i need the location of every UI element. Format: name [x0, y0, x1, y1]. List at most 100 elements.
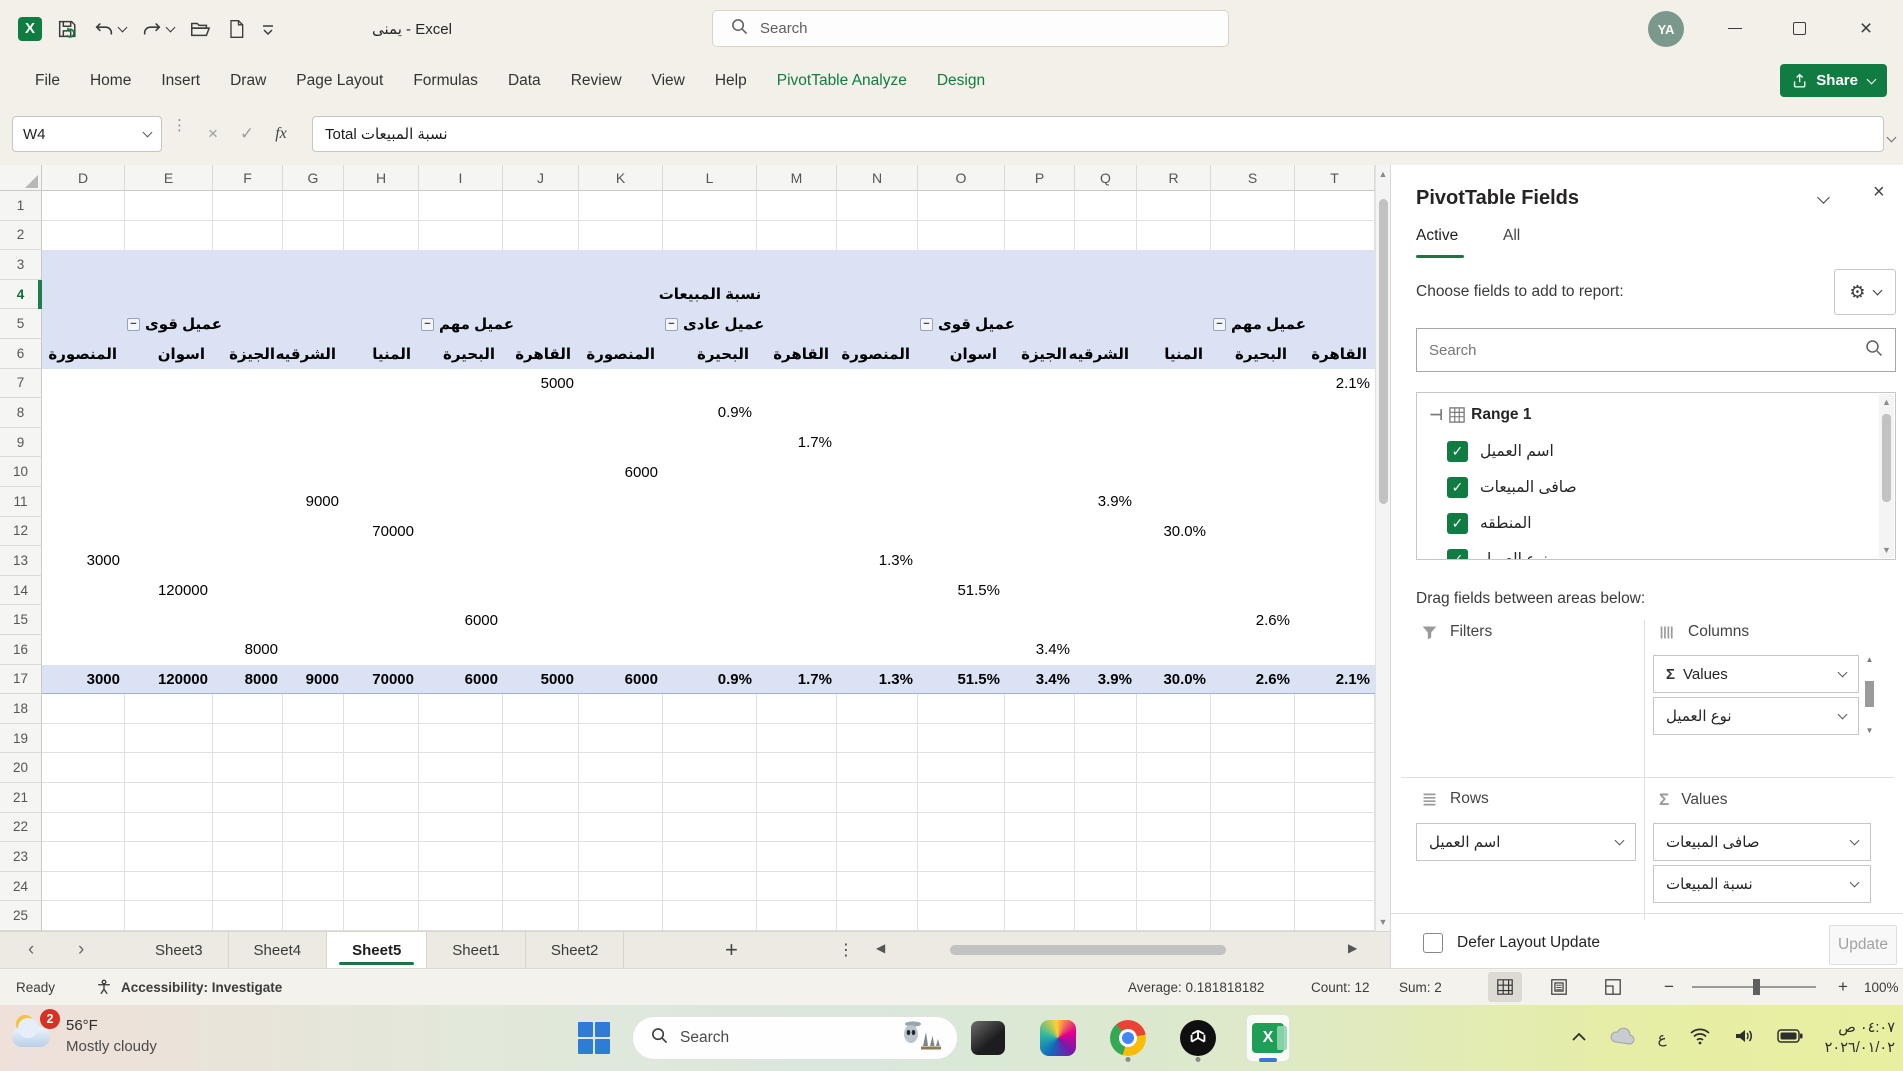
tab-active[interactable]: Active	[1416, 227, 1459, 244]
column-header-F[interactable]: F	[213, 165, 283, 191]
sheet-tab-sheet4[interactable]: Sheet4	[229, 932, 328, 968]
cancel-formula-button[interactable]: ×	[208, 124, 218, 143]
taskbar-app-excel[interactable]: X	[1246, 1013, 1290, 1063]
row-header-23[interactable]: 23	[0, 842, 42, 872]
sheet-tab-sheet1[interactable]: Sheet1	[427, 932, 526, 968]
ribbon-tab-home[interactable]: Home	[89, 71, 132, 89]
cell-M9[interactable]: 1.7%	[797, 434, 832, 452]
pill-dropdown-icon[interactable]	[1614, 835, 1625, 846]
select-all-corner[interactable]	[0, 165, 42, 191]
open-file-icon[interactable]	[188, 18, 212, 40]
avatar[interactable]: YA	[1648, 11, 1684, 47]
ribbon-tab-review[interactable]: Review	[570, 71, 622, 89]
column-header-O[interactable]: O	[918, 165, 1005, 191]
row-header-10[interactable]: 10	[0, 457, 42, 487]
cell-J7[interactable]: 5000	[540, 374, 574, 392]
field-checkbox[interactable]: ✓	[1447, 440, 1468, 462]
hscroll-left-icon[interactable]: ◀	[876, 941, 886, 955]
save-icon[interactable]	[56, 18, 78, 40]
column-header-P[interactable]: P	[1005, 165, 1075, 191]
page-layout-view-button[interactable]	[1542, 972, 1576, 1002]
region-header-T6[interactable]: القاهرة	[1311, 345, 1367, 363]
formula-input[interactable]: Total نسبة المبيعات	[312, 116, 1884, 152]
row-header-9[interactable]: 9	[0, 427, 42, 458]
field-list-scroll-thumb[interactable]	[1882, 414, 1891, 502]
column-header-Q[interactable]: Q	[1075, 165, 1137, 191]
region-header-E6[interactable]: اسوان	[157, 345, 205, 363]
ribbon-tab-draw[interactable]: Draw	[230, 71, 267, 89]
status-average[interactable]: Average: 0.181818182	[1128, 979, 1265, 995]
vertical-scroll-thumb[interactable]	[1379, 199, 1388, 504]
page-break-view-button[interactable]	[1596, 972, 1630, 1002]
column-header-D[interactable]: D	[42, 165, 125, 191]
scroll-up-icon[interactable]: ▲	[1378, 169, 1388, 179]
total-cell-Q17[interactable]: 3.9%	[1097, 670, 1132, 688]
zoom-in-button[interactable]: +	[1838, 977, 1848, 996]
taskbar-app-copilot[interactable]	[1036, 1013, 1080, 1063]
field-list-scroll-down-icon[interactable]: ▼	[1882, 545, 1891, 555]
row-header-12[interactable]: 12	[0, 516, 42, 547]
row-header-6[interactable]: 6	[0, 339, 42, 369]
row-header-14[interactable]: 14	[0, 575, 42, 606]
fields-search-input[interactable]: Search	[1416, 328, 1896, 372]
name-box[interactable]: W4	[12, 116, 162, 152]
field-checkbox[interactable]: ✓	[1447, 548, 1468, 559]
ribbon-tab-page-layout[interactable]: Page Layout	[296, 71, 384, 89]
redo-button[interactable]	[140, 18, 176, 40]
collapse-button[interactable]: −	[1213, 317, 1226, 331]
battery-icon[interactable]	[1776, 1028, 1803, 1048]
cell-G11[interactable]: 9000	[305, 493, 339, 511]
region-header-I6[interactable]: البحيرة	[442, 345, 495, 363]
row-header-22[interactable]: 22	[0, 812, 42, 843]
cell-L8[interactable]: 0.9%	[717, 404, 752, 422]
column-header-M[interactable]: M	[757, 165, 837, 191]
region-header-J6[interactable]: القاهرة	[515, 345, 571, 363]
scroll-down-icon[interactable]: ▼	[1378, 917, 1388, 927]
region-header-O6[interactable]: اسوان	[949, 345, 997, 363]
onedrive-icon[interactable]	[1608, 1026, 1636, 1051]
ribbon-tab-view[interactable]: View	[651, 71, 685, 89]
cell-H12[interactable]: 70000	[372, 522, 414, 540]
normal-view-button[interactable]	[1488, 972, 1522, 1002]
cell-F16[interactable]: 8000	[244, 641, 278, 659]
zoom-level[interactable]: 100%	[1864, 979, 1899, 995]
total-cell-E17[interactable]: 120000	[157, 670, 208, 688]
status-sum[interactable]: Sum: 2	[1399, 979, 1442, 995]
field-list-scroll-up-icon[interactable]: ▲	[1882, 397, 1891, 407]
sheet-tab-sheet2[interactable]: Sheet2	[526, 932, 625, 968]
taskbar-app-chatgpt[interactable]	[1176, 1013, 1220, 1063]
wifi-icon[interactable]	[1689, 1027, 1711, 1050]
field-item-1[interactable]: ✓ صافى المبيعات	[1417, 469, 1895, 505]
new-file-icon[interactable]	[226, 18, 246, 40]
bing-daily-image[interactable]	[893, 1018, 949, 1059]
cell-P16[interactable]: 3.4%	[1035, 641, 1070, 659]
column-header-N[interactable]: N	[837, 165, 918, 191]
weather-widget[interactable]: 2 56°F Mostly cloudy	[12, 1009, 157, 1057]
row-header-24[interactable]: 24	[0, 871, 42, 902]
new-sheet-button[interactable]: +	[725, 937, 738, 962]
ribbon-tab-help[interactable]: Help	[714, 71, 747, 89]
pill-dropdown-icon[interactable]	[1849, 877, 1860, 888]
sheet-tab-sheet3[interactable]: Sheet3	[130, 932, 229, 968]
row-header-25[interactable]: 25	[0, 901, 42, 931]
cell-D13[interactable]: 3000	[86, 552, 120, 570]
column-header-I[interactable]: I	[419, 165, 503, 191]
column-header-R[interactable]: R	[1137, 165, 1211, 191]
cell-O14[interactable]: 51.5%	[957, 582, 1000, 600]
panel-options-icon[interactable]	[1816, 189, 1830, 207]
share-button[interactable]: Share	[1780, 64, 1887, 97]
pill-dropdown-icon[interactable]	[1837, 709, 1848, 720]
vertical-scrollbar[interactable]: ▲ ▼	[1375, 165, 1390, 931]
fields-options-button[interactable]: ⚙	[1834, 269, 1896, 315]
redo-dropdown-icon[interactable]	[165, 22, 176, 32]
share-dropdown-icon[interactable]	[1866, 74, 1877, 84]
column-header-S[interactable]: S	[1211, 165, 1295, 191]
sheet-nav-next[interactable]: ›	[78, 939, 85, 960]
collapse-button[interactable]: −	[920, 317, 933, 331]
column-header-T[interactable]: T	[1295, 165, 1375, 191]
taskbar-app-files[interactable]	[966, 1013, 1010, 1063]
insert-function-button[interactable]: fx	[275, 125, 287, 142]
pivot-section-title[interactable]: نسبة المبيعات	[658, 285, 762, 303]
pill-dropdown-icon[interactable]	[1837, 667, 1848, 678]
total-cell-H17[interactable]: 70000	[372, 670, 414, 688]
